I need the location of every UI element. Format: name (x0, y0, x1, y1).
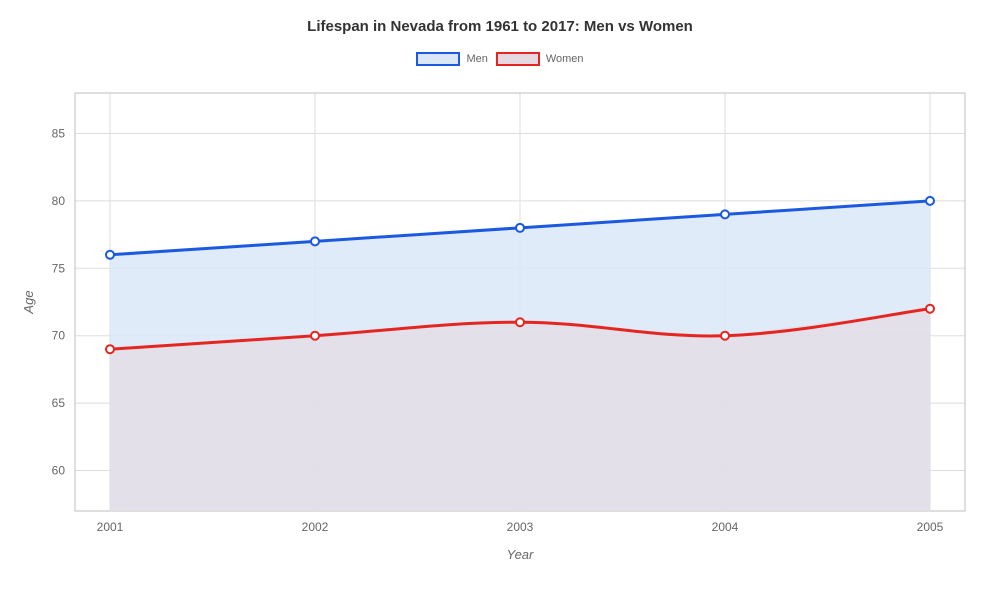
legend-swatch-men (416, 52, 460, 66)
y-tick-label: 70 (52, 329, 66, 343)
data-point-inner (928, 307, 931, 310)
y-tick-label: 80 (52, 194, 66, 208)
data-point-inner (108, 347, 111, 350)
legend: Men Women (0, 52, 1000, 66)
data-point-inner (313, 240, 316, 243)
chart-title: Lifespan in Nevada from 1961 to 2017: Me… (0, 18, 1000, 35)
legend-label-women: Women (546, 53, 584, 65)
x-axis-label: Year (507, 547, 534, 562)
legend-label-men: Men (466, 53, 487, 65)
data-point-inner (518, 226, 521, 229)
data-point-inner (723, 334, 726, 337)
x-tick-label: 2002 (302, 520, 329, 534)
data-point-inner (928, 199, 931, 202)
data-point-inner (518, 321, 521, 324)
legend-swatch-women (496, 52, 540, 66)
y-tick-label: 75 (52, 261, 66, 275)
data-point-inner (313, 334, 316, 337)
chart-plot: 60 65 70 75 80 85 2001 2002 2003 2004 2005 Age Year (15, 83, 995, 581)
x-tick-label: 2001 (97, 520, 124, 534)
y-tick-label: 60 (52, 464, 66, 478)
y-axis-label: Age (21, 290, 36, 314)
x-tick-label: 2005 (917, 520, 944, 534)
y-tick-label: 85 (52, 126, 66, 140)
y-tick-label: 65 (52, 396, 66, 410)
x-tick-label: 2004 (712, 520, 739, 534)
legend-item-men[interactable]: Men (416, 52, 487, 66)
legend-item-women[interactable]: Women (496, 52, 584, 66)
data-point-inner (723, 213, 726, 216)
data-point-inner (108, 253, 111, 256)
x-tick-label: 2003 (507, 520, 534, 534)
